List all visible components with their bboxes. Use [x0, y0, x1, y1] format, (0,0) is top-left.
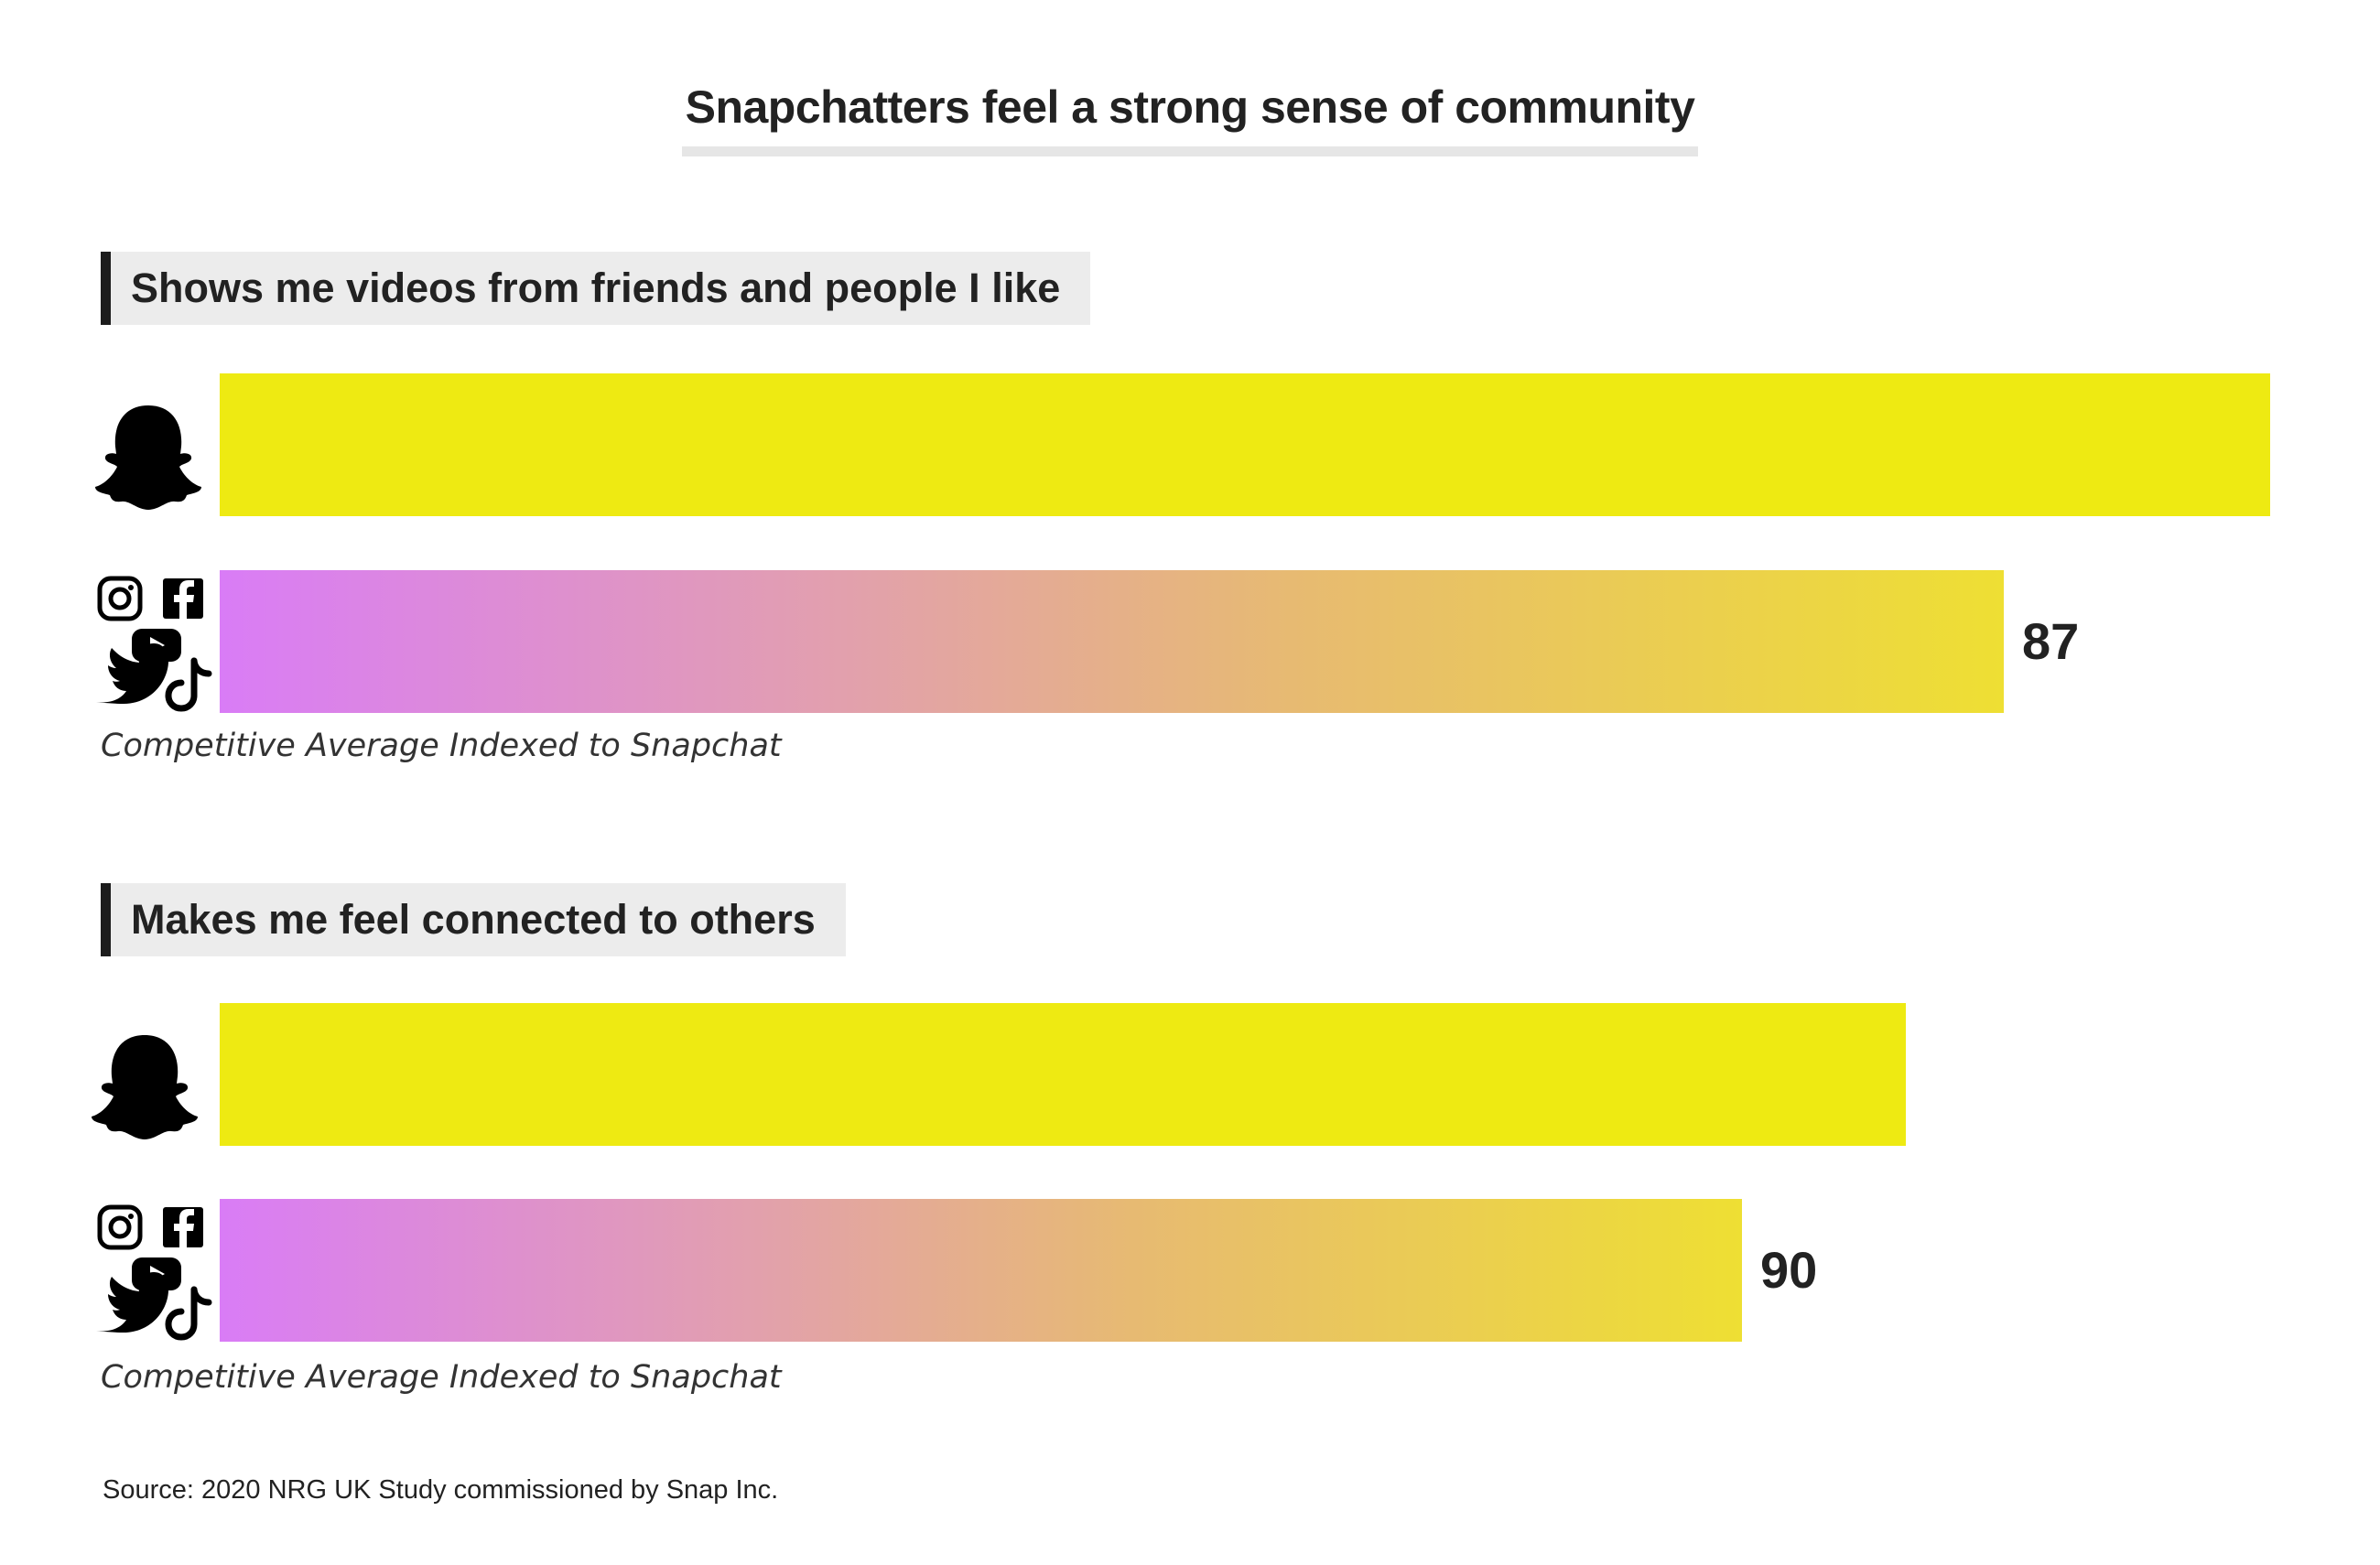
- competitor-icons-svg: [96, 576, 212, 712]
- facebook-icon: [163, 578, 203, 619]
- instagram-icon: [97, 576, 143, 621]
- tiktok-icon: [165, 657, 212, 712]
- chart-title-wrap: Snapchatters feel a strong sense of comm…: [0, 81, 2380, 156]
- bar-competitive-average: [220, 570, 2004, 713]
- facebook-icon: [163, 1207, 203, 1247]
- chart-title: Snapchatters feel a strong sense of comm…: [681, 81, 1699, 156]
- bar-value-label: 90: [1760, 1241, 1818, 1299]
- chart-section-2: Makes me feel connected to others: [0, 883, 2380, 1451]
- snapchat-bar-row: [0, 1003, 2380, 1146]
- twitter-icon: [96, 643, 176, 704]
- snapchat-ghost-icon: [92, 1035, 198, 1139]
- bar-snapchat: [220, 1003, 1906, 1146]
- twitter-icon: [96, 1272, 176, 1333]
- competitor-icons: [92, 1199, 220, 1342]
- competitor-bar-row: 87: [0, 570, 2380, 713]
- snapchat-bar-row: [0, 373, 2380, 516]
- bar-value-label: 87: [2022, 612, 2080, 670]
- instagram-icon: [97, 1204, 143, 1250]
- tiktok-icon: [165, 1286, 212, 1341]
- section-heading: Shows me videos from friends and people …: [101, 252, 1091, 325]
- competitor-bar-row: 90: [0, 1199, 2380, 1342]
- bar-competitive-average: [220, 1199, 1742, 1342]
- snapchat-icon-area: [92, 1003, 220, 1146]
- bar-caption: Competitive Average Indexed to Snapchat: [101, 728, 782, 764]
- section-heading: Makes me feel connected to others: [101, 883, 846, 956]
- snapchat-ghost-icon: [95, 405, 201, 510]
- snapchat-icon-area: [92, 373, 220, 516]
- competitor-icons-svg: [96, 1204, 212, 1341]
- chart-section-1: Shows me videos from friends and people …: [0, 252, 2380, 819]
- competitor-icons: [92, 570, 220, 713]
- bar-snapchat: [220, 373, 2270, 516]
- source-note: Source: 2020 NRG UK Study commissioned b…: [103, 1475, 779, 1505]
- bar-caption: Competitive Average Indexed to Snapchat: [101, 1359, 782, 1396]
